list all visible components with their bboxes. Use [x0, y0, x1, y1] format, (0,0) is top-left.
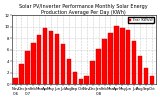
Bar: [19, 64, 24, 84]
Bar: [138, 56, 142, 84]
Bar: [114, 26, 119, 84]
Bar: [102, 40, 107, 84]
Bar: [79, 79, 83, 84]
Bar: [25, 51, 30, 84]
Bar: [43, 28, 47, 84]
Bar: [49, 31, 53, 84]
Bar: [31, 43, 36, 84]
Bar: [37, 35, 41, 84]
Bar: [126, 30, 130, 84]
Bar: [67, 58, 71, 84]
Bar: [73, 72, 77, 84]
Bar: [132, 41, 136, 84]
Bar: [90, 61, 95, 84]
Bar: [108, 33, 113, 84]
Bar: [144, 68, 148, 84]
Bar: [61, 44, 65, 84]
Bar: [150, 76, 154, 84]
Bar: [13, 78, 18, 84]
Legend: Ener (KWh/d): Ener (KWh/d): [128, 17, 154, 23]
Bar: [96, 49, 101, 84]
Bar: [55, 34, 59, 84]
Title: Solar PV/Inverter Performance Monthly Solar Energy Production Average Per Day (K: Solar PV/Inverter Performance Monthly So…: [19, 4, 148, 15]
Bar: [84, 76, 89, 84]
Bar: [120, 28, 124, 84]
